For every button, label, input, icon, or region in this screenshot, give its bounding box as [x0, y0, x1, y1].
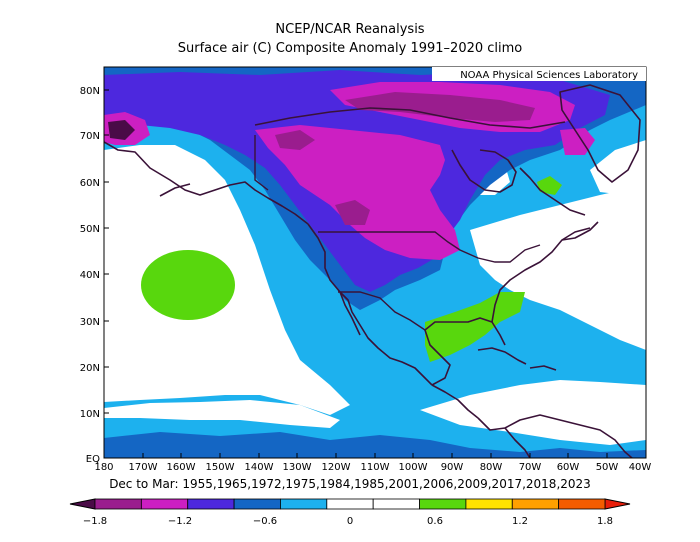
- x-tick-label: 140W: [245, 462, 274, 473]
- anomaly-core-purple-canada: [335, 200, 370, 225]
- coastline-labrador: [519, 167, 586, 216]
- colorbar-swatch: [511, 498, 560, 510]
- colorbar-swatch: [465, 498, 513, 510]
- colorbar-label: −1.2: [168, 516, 192, 527]
- x-tick-label: 70W: [519, 462, 542, 473]
- y-tick-label: 10N: [80, 409, 100, 420]
- coastline-east: [491, 227, 591, 323]
- y-tick-label: 30N: [80, 317, 100, 328]
- colorbar-label: 0.6: [427, 516, 443, 527]
- y-tick-label: 20N: [80, 363, 100, 374]
- x-tick-label: 60W: [557, 462, 580, 473]
- coastline-south-america: [477, 414, 633, 458]
- political-borders: [254, 135, 541, 331]
- x-tick-label: 90W: [441, 462, 464, 473]
- x-tick-label: 180: [94, 462, 113, 473]
- y-tick-label: 80N: [80, 86, 100, 97]
- anomaly-field: [104, 67, 646, 458]
- colorbar-swatch: [326, 498, 374, 510]
- map-title: NCEP/NCAR Reanalysis: [275, 22, 425, 37]
- y-tick-label: 70N: [80, 131, 100, 142]
- colorbar-label: 0: [347, 516, 353, 527]
- map-subtitle: Surface air (C) Composite Anomaly 1991–2…: [177, 41, 523, 56]
- border-alaska-canada: [254, 135, 269, 191]
- colorbar-label: −0.6: [253, 516, 277, 527]
- coastline-greenland: [559, 84, 641, 183]
- coastline-hudson: [451, 149, 517, 193]
- anomaly-region-white-tropics: [104, 400, 340, 428]
- coastline-west: [307, 223, 433, 386]
- x-axis: 180 170W 160W 150W 140W 130W 120W 110W 1…: [94, 453, 651, 473]
- colorbar-swatch: [94, 498, 142, 510]
- y-axis: 80N 70N 60N 50N 40N 30N 20N 10N EQ: [80, 86, 109, 465]
- colorbar-swatches: [94, 498, 606, 510]
- colorbar: −1.8 −1.2 −0.6 0 0.6 1.2 1.8: [69, 498, 631, 527]
- coastline-aleutians: [159, 183, 191, 197]
- coastline-alaska: [104, 141, 309, 225]
- x-tick-label: 150W: [206, 462, 235, 473]
- anomaly-core-purple-arctic: [345, 92, 535, 122]
- colorbar-over-arrow: [604, 498, 631, 510]
- anomaly-core-purple-yukon: [275, 130, 315, 150]
- credit-text: NOAA Physical Sciences Laboratory: [460, 70, 638, 81]
- colorbar-swatch: [558, 498, 606, 510]
- x-tick-label: 120W: [322, 462, 351, 473]
- x-tick-label: 50W: [596, 462, 619, 473]
- coastline-venezuela: [504, 427, 531, 458]
- anomaly-region-green-labrador: [537, 176, 562, 195]
- colorbar-swatch: [372, 498, 420, 510]
- x-tick-label: 80W: [480, 462, 503, 473]
- colorbar-under-arrow: [69, 498, 96, 510]
- x-tick-label: 160W: [167, 462, 196, 473]
- colorbar-label: 1.2: [512, 516, 528, 527]
- x-tick-label: 170W: [129, 462, 158, 473]
- anomaly-region-white-greenland: [590, 140, 646, 195]
- credit-box: [432, 67, 646, 81]
- anomaly-region-green-pacific: [141, 250, 235, 320]
- colorbar-swatch: [233, 498, 281, 510]
- coastline-baja: [339, 291, 361, 336]
- x-tick-label: 100W: [399, 462, 428, 473]
- x-tick-label: 110W: [361, 462, 390, 473]
- border-us-canada: [318, 231, 541, 263]
- anomaly-band-medium-blue-south: [104, 432, 646, 458]
- coastline-nova-scotia: [561, 221, 599, 241]
- coastline-cuba: [477, 347, 527, 365]
- x-tick-label: 130W: [283, 462, 312, 473]
- y-tick-label: 60N: [80, 178, 100, 189]
- colorbar-label: 1.8: [597, 516, 613, 527]
- x-tick-label: 40W: [629, 462, 652, 473]
- coastlines: [104, 84, 641, 458]
- anomaly-region-green-gulf: [425, 292, 525, 362]
- y-tick-label: 50N: [80, 224, 100, 235]
- colorbar-swatch: [140, 498, 189, 510]
- anomaly-region-white-atlantic: [470, 185, 646, 350]
- coastline-arctic: [254, 107, 566, 129]
- coastline-hispaniola: [529, 365, 557, 371]
- colorbar-label: −1.8: [83, 516, 107, 527]
- colorbar-swatch: [280, 498, 328, 510]
- coastline-central-america: [431, 384, 479, 419]
- border-us-mexico: [338, 291, 426, 331]
- y-tick-label: 40N: [80, 270, 100, 281]
- colorbar-swatch: [419, 498, 467, 510]
- anomaly-core-purple-alaska: [108, 120, 135, 140]
- anomaly-region-magenta-canada: [255, 125, 460, 260]
- colorbar-swatch: [187, 498, 235, 510]
- y-tick-label: EQ: [86, 454, 100, 465]
- anomaly-region-white-samerica: [420, 380, 646, 445]
- composite-years-caption: Dec to Mar: 1955,1965,1972,1975,1984,198…: [109, 477, 591, 491]
